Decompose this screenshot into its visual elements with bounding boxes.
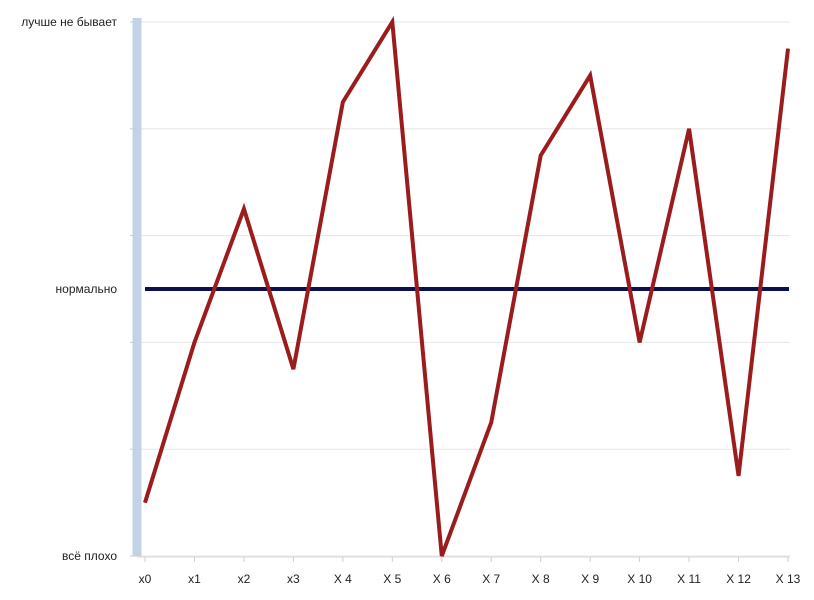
x-tick-label: X 9 [581,572,599,586]
data-point [787,48,789,50]
x-tick-label: X 5 [383,572,401,586]
x-tick-label: X 10 [627,572,652,586]
x-tick-label: x3 [287,572,300,586]
y-axis [132,18,142,556]
x-tick-label: x2 [238,572,251,586]
data-point [144,502,146,504]
x-tick-label: X 13 [776,572,801,586]
data-point [342,101,344,103]
data-point [391,21,393,23]
data-point [738,475,740,477]
y-tick-label: лучше не бывает [21,15,117,29]
data-point [243,208,245,210]
x-tick-label: x1 [188,572,201,586]
series-lines [143,15,790,557]
series-line [143,15,790,557]
data-point [688,128,690,130]
data-point [589,74,591,76]
x-tick-label: X 11 [677,572,701,586]
x-tick-label: X 6 [433,572,451,586]
x-tick-labels: x0 x1 x2 x3 X 4 X 5 X 6 X 7 X 8 X 9 X 10 X 11 X 12 X … [139,572,801,586]
data-point [292,368,294,370]
x-axis [137,556,790,562]
y-tick-labels: всё плохо нормально лучше не бывает [21,15,117,563]
data-point [490,422,492,423]
gridlines [130,21,790,557]
x-tick-label: X 8 [532,572,550,586]
x-tick-label: X 7 [482,572,500,586]
y-axis-bar [132,18,142,556]
y-tick-label: нормально [56,282,118,296]
y-tick-label: всё плохо [62,549,117,563]
x-tick-label: X 4 [334,572,352,586]
data-point [441,555,443,557]
data-point [193,341,195,343]
x-tick-label: X 12 [726,572,751,586]
data-point [540,155,542,156]
x-tick-label: x0 [139,572,152,586]
data-point [639,341,641,343]
